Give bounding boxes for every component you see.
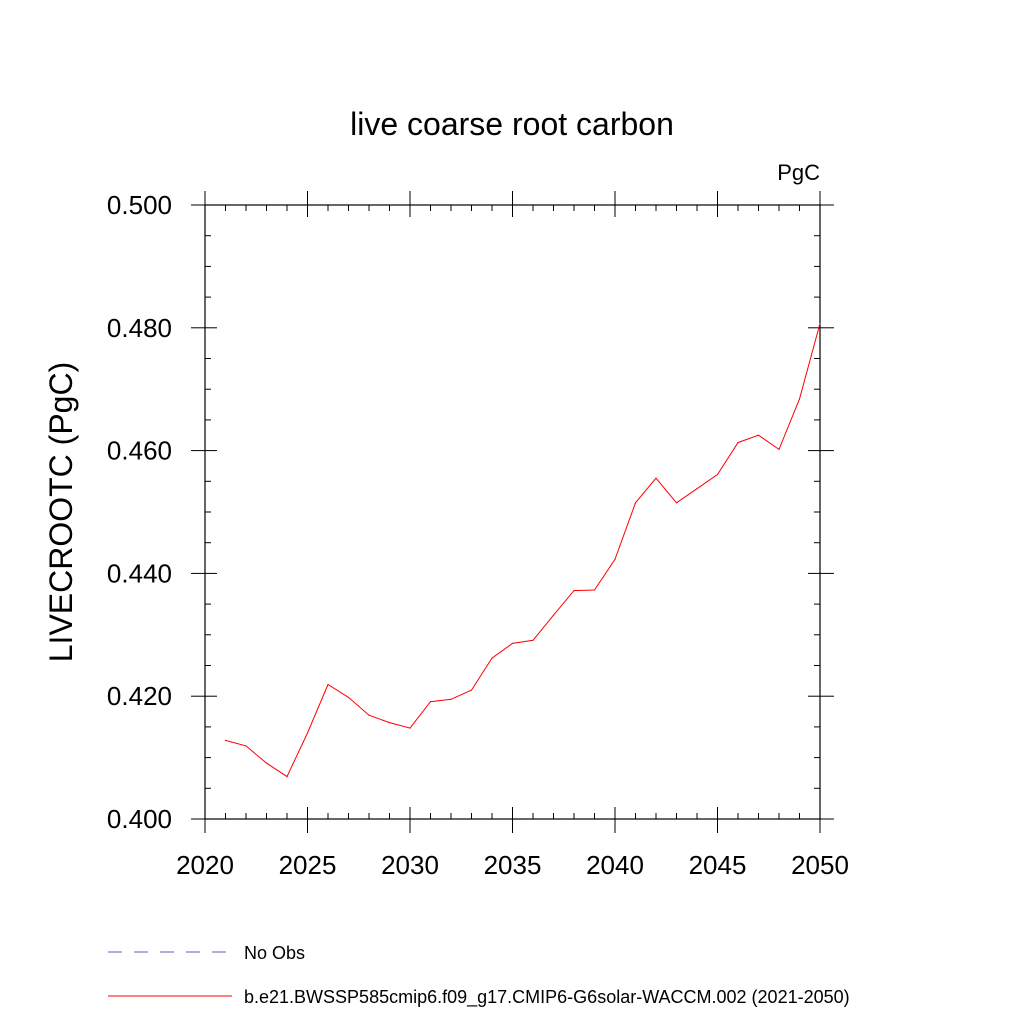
y-axis-label: LIVECROOTC (PgC) xyxy=(43,362,79,662)
plot-frame xyxy=(204,204,821,820)
data-point xyxy=(224,739,227,742)
plot-area xyxy=(224,322,821,778)
legend-label: No Obs xyxy=(244,943,305,963)
data-point xyxy=(593,589,596,591)
x-tick-label: 2025 xyxy=(279,850,337,880)
data-point xyxy=(347,696,350,699)
x-tick-label: 2040 xyxy=(586,850,644,880)
data-point xyxy=(634,502,637,504)
data-point xyxy=(368,714,370,716)
data-point xyxy=(532,639,534,641)
data-point xyxy=(778,448,780,450)
y-tick-label: 0.420 xyxy=(107,681,172,711)
data-point xyxy=(327,683,329,686)
data-point xyxy=(286,776,288,778)
data-point xyxy=(429,701,432,703)
x-tick-label: 2035 xyxy=(484,850,542,880)
data-point xyxy=(306,732,309,734)
legend: No Obs b.e21.BWSSP585cmip6.f09_g17.CMIP6-… xyxy=(108,943,850,1008)
data-point xyxy=(716,473,719,476)
data-point xyxy=(409,727,411,729)
legend-label: b.e21.BWSSP585cmip6.f09_g17.CMIP6-G6sola… xyxy=(244,987,850,1008)
data-point xyxy=(696,488,698,490)
data-point xyxy=(265,762,268,764)
y-tick-label: 0.480 xyxy=(107,313,172,343)
data-point xyxy=(614,558,616,560)
x-tick-label: 2020 xyxy=(176,850,234,880)
x-tick-label: 2045 xyxy=(689,850,747,880)
data-point xyxy=(573,589,575,592)
y-tick-label: 0.400 xyxy=(107,804,172,834)
x-tick-label: 2050 xyxy=(791,850,849,880)
y-tick-label: 0.440 xyxy=(107,558,172,588)
units-label: PgC xyxy=(777,160,820,185)
data-point xyxy=(491,657,493,659)
data-point xyxy=(470,689,473,691)
y-tick-label: 0.500 xyxy=(107,190,172,220)
data-point xyxy=(388,722,391,724)
data-point xyxy=(737,442,739,444)
data-point xyxy=(552,614,555,616)
data-point xyxy=(819,322,821,325)
data-point xyxy=(245,745,247,747)
y-tick-label: 0.460 xyxy=(107,436,172,466)
series-line xyxy=(225,323,821,778)
data-point xyxy=(450,698,452,700)
data-point xyxy=(675,502,678,504)
chart-title: live coarse root carbon xyxy=(350,106,674,142)
data-point xyxy=(511,642,514,644)
x-tick-label: 2030 xyxy=(381,850,439,880)
data-point xyxy=(655,477,657,479)
data-point xyxy=(757,434,760,436)
axes: 2020 2025 2030 2035 2040 2045 2050 0.400 0.420 0.… xyxy=(107,190,849,880)
data-point xyxy=(798,398,801,400)
